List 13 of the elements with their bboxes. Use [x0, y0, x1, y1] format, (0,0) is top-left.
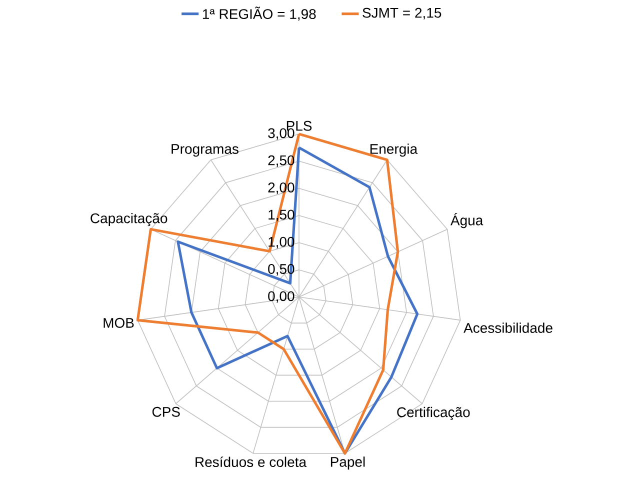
- spoke-label: Papel: [330, 456, 365, 470]
- spoke-label: Resíduos e coleta: [196, 456, 307, 468]
- legend-label: SJMT = 2,15: [362, 8, 442, 20]
- y-tick-label: 0,00: [268, 291, 294, 303]
- spoke-label: Programas: [172, 144, 238, 157]
- spoke-label: Certificação: [397, 406, 470, 420]
- spoke-label: MOB: [104, 318, 134, 328]
- spoke-label: Capacitação: [90, 212, 168, 226]
- spoke-label: Energia: [370, 144, 418, 157]
- spoke-label: CPS: [152, 406, 180, 417]
- legend-label: 1ª REGIÃO = 1,98: [202, 6, 316, 21]
- spoke-label: Acessibilidade: [464, 322, 552, 333]
- spoke-label: Água: [450, 213, 484, 228]
